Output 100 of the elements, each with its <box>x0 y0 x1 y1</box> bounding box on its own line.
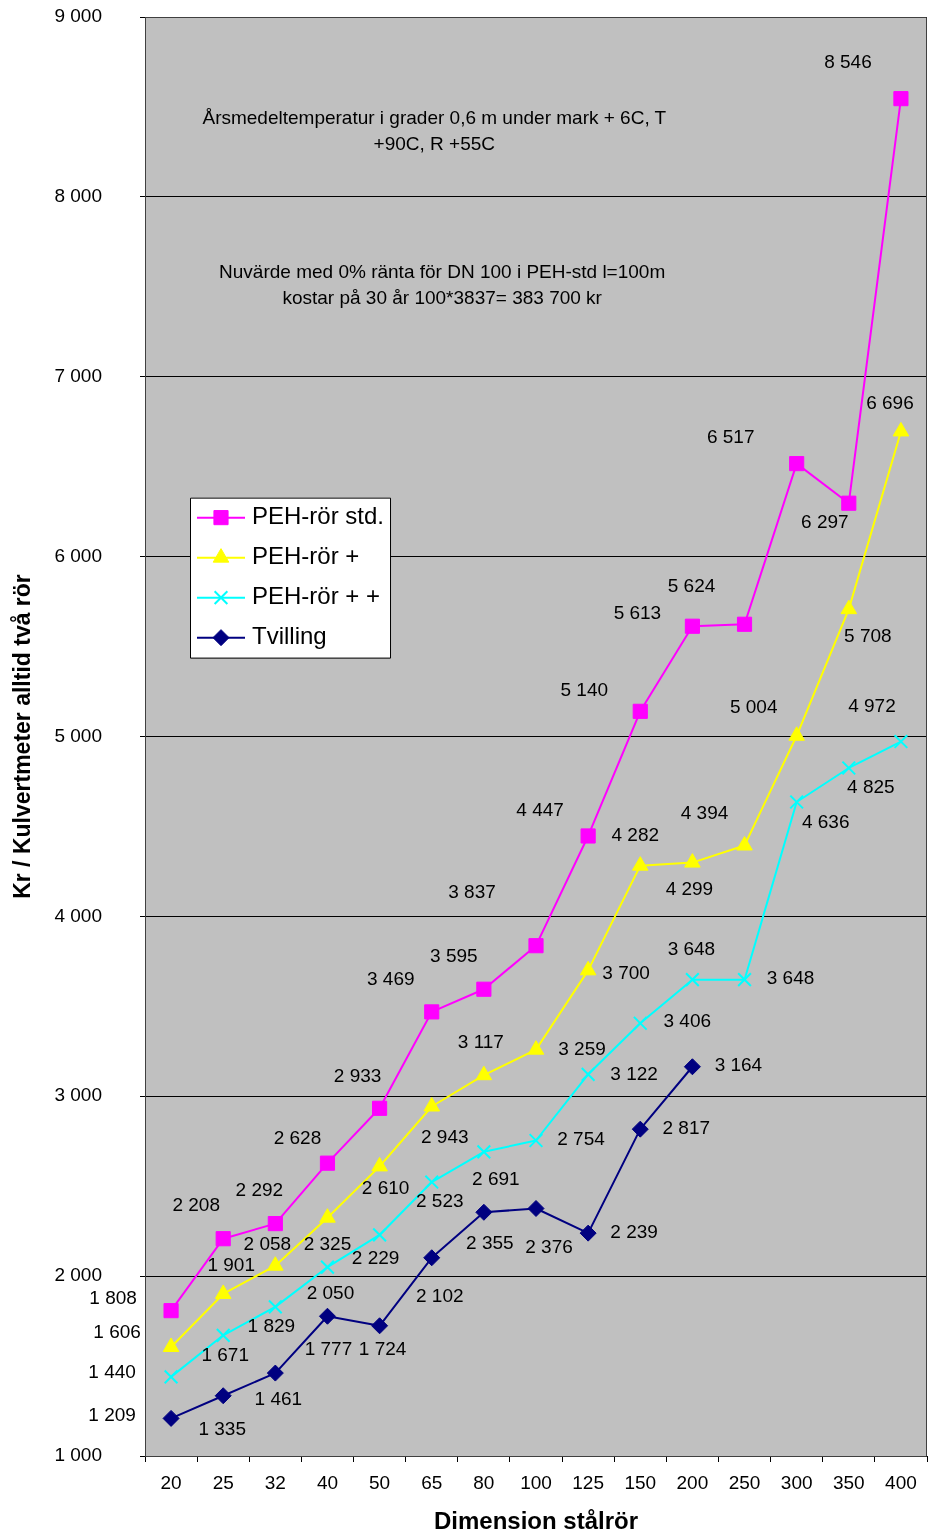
point <box>423 1249 441 1267</box>
data-label: 2 239 <box>610 1221 658 1243</box>
data-label: 4 299 <box>665 877 714 899</box>
point <box>424 1174 440 1190</box>
point <box>579 960 597 976</box>
data-label: 5 613 <box>613 602 662 624</box>
legend-label: Tvilling <box>252 622 327 650</box>
y-tick-label: 9 000 <box>54 5 102 27</box>
x-tick-label: 50 <box>369 1471 391 1493</box>
x-tick-label: 250 <box>728 1471 761 1493</box>
x-axis-title: Dimension stålrör <box>433 1507 639 1535</box>
data-label: 3 117 <box>457 1031 504 1053</box>
data-label: 6 517 <box>706 425 755 447</box>
data-label: 1 671 <box>201 1343 249 1365</box>
data-label: 1 808 <box>89 1286 137 1308</box>
legend-label: PEH-rör + + <box>252 582 381 610</box>
point <box>736 616 753 632</box>
point <box>684 853 701 868</box>
data-label: 5 708 <box>844 625 892 647</box>
data-label: 2 325 <box>303 1232 352 1254</box>
point <box>736 836 753 851</box>
point <box>267 1256 284 1271</box>
point <box>372 1100 388 1116</box>
point <box>893 734 909 749</box>
point <box>841 495 857 511</box>
data-label: 4 825 <box>847 776 895 798</box>
data-label: 2 933 <box>333 1064 382 1086</box>
data-label: 3 469 <box>366 968 415 990</box>
y-tick-label: 1 000 <box>54 1444 102 1466</box>
data-label: 2 050 <box>306 1282 355 1304</box>
data-label: 2 691 <box>472 1168 520 1190</box>
point <box>475 1065 493 1081</box>
x-tick-label: 40 <box>316 1471 339 1493</box>
point <box>215 1327 231 1343</box>
data-label: 8 546 <box>824 50 872 72</box>
point <box>892 421 910 437</box>
y-tick-label: 6 000 <box>54 544 102 566</box>
data-label: 3 837 <box>448 880 496 902</box>
data-label: 1 335 <box>198 1417 246 1439</box>
data-label: 2 610 <box>361 1176 410 1198</box>
x-tick-label: 400 <box>885 1471 917 1493</box>
x-tick-label: 32 <box>264 1471 286 1493</box>
data-label: 4 447 <box>516 799 564 821</box>
y-axis-title: Kr / Kulvertmeter alltid två rör <box>9 574 36 899</box>
data-label: 3 122 <box>610 1062 658 1084</box>
point <box>632 703 648 719</box>
data-label: 2 754 <box>557 1127 606 1149</box>
x-tick-label: 25 <box>212 1471 234 1493</box>
point <box>476 1144 492 1160</box>
x-tick-label: 100 <box>520 1471 552 1493</box>
point <box>840 599 858 615</box>
x-tick-label: 300 <box>780 1471 813 1493</box>
data-label: 2 943 <box>420 1125 469 1147</box>
data-label: 1 777 <box>304 1338 353 1360</box>
point <box>163 1303 179 1319</box>
data-label: 6 297 <box>801 511 849 533</box>
point <box>893 91 909 107</box>
annotation: Årsmedeltemperatur i grader 0,6 m under mark + 6C, T +90C, R +55C <box>202 107 667 155</box>
point <box>789 456 805 472</box>
point <box>580 828 596 844</box>
data-label: 2 102 <box>415 1285 464 1307</box>
point <box>371 1317 389 1335</box>
x-tick-label: 350 <box>832 1471 865 1493</box>
data-label: 2 523 <box>415 1190 464 1212</box>
x-tick-label: 80 <box>473 1471 495 1493</box>
point <box>267 1299 283 1315</box>
point <box>318 1307 336 1325</box>
data-label: 2 292 <box>235 1178 284 1200</box>
point <box>579 1224 597 1242</box>
x-tick-label: 150 <box>624 1471 657 1493</box>
data-label: 3 595 <box>430 945 478 967</box>
data-label: 2 058 <box>243 1232 292 1254</box>
point <box>475 1203 493 1221</box>
data-label: 1 461 <box>254 1388 303 1410</box>
data-label: 4 394 <box>680 801 729 823</box>
point <box>631 856 649 871</box>
data-label: 1 606 <box>93 1321 141 1343</box>
data-label: 2 628 <box>273 1127 322 1149</box>
point <box>685 972 700 988</box>
y-tick-label: 2 000 <box>54 1264 102 1286</box>
data-label: 1 901 <box>207 1254 255 1276</box>
y-tick-label: 5 000 <box>54 724 102 746</box>
data-label: 2 376 <box>525 1235 573 1257</box>
point <box>788 726 805 741</box>
point <box>684 618 700 634</box>
data-label: 3 700 <box>602 961 650 983</box>
data-label: 1 440 <box>88 1361 136 1383</box>
data-label: 3 648 <box>766 966 815 988</box>
data-label: 4 636 <box>801 811 850 833</box>
point <box>162 1409 180 1427</box>
point <box>789 794 805 810</box>
point <box>215 1231 231 1247</box>
point <box>737 972 752 988</box>
point <box>527 1199 545 1217</box>
point <box>319 1208 336 1223</box>
data-label: 2 817 <box>662 1117 711 1139</box>
point <box>580 1066 596 1082</box>
point <box>319 1155 336 1171</box>
data-label: 5 004 <box>729 696 778 718</box>
point <box>528 1133 544 1148</box>
